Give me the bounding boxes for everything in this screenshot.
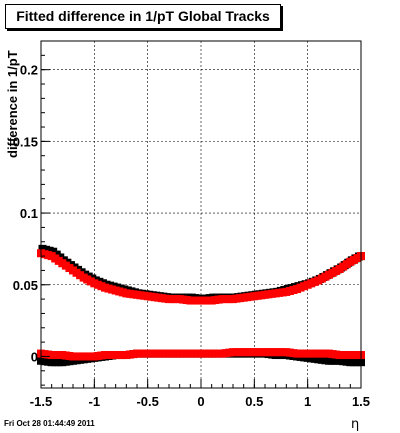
data-series [37,348,365,361]
x-tick-label: -1.5 [30,394,52,409]
x-tick-label: 0 [197,394,204,409]
y-tick-label: 0.05 [13,278,38,293]
x-tick-label: 0.5 [245,394,263,409]
grid [41,41,361,388]
y-tick-label: 0 [31,349,38,364]
y-axis-label: difference in 1/pT [5,50,20,158]
x-tick-label: -1 [89,394,101,409]
x-tick-label: 1.5 [352,394,370,409]
x-tick-label: -0.5 [136,394,158,409]
tick-layer: -1.5 -1 -0.5 0 0.5 1 1.5 0 0.05 0.1 0.15 0.2 [13,54,370,409]
chart-title: Fitted difference in 1/pT Global Tracks [5,4,281,29]
timestamp-footer: Fri Oct 28 01:44:49 2011 [4,419,95,428]
x-tick-label: 1 [304,394,311,409]
x-axis-label: η [351,417,359,432]
y-tick-label: 0.1 [20,206,38,221]
y-tick-label: 0.15 [13,134,38,149]
y-tick-label: 0.2 [20,63,38,78]
